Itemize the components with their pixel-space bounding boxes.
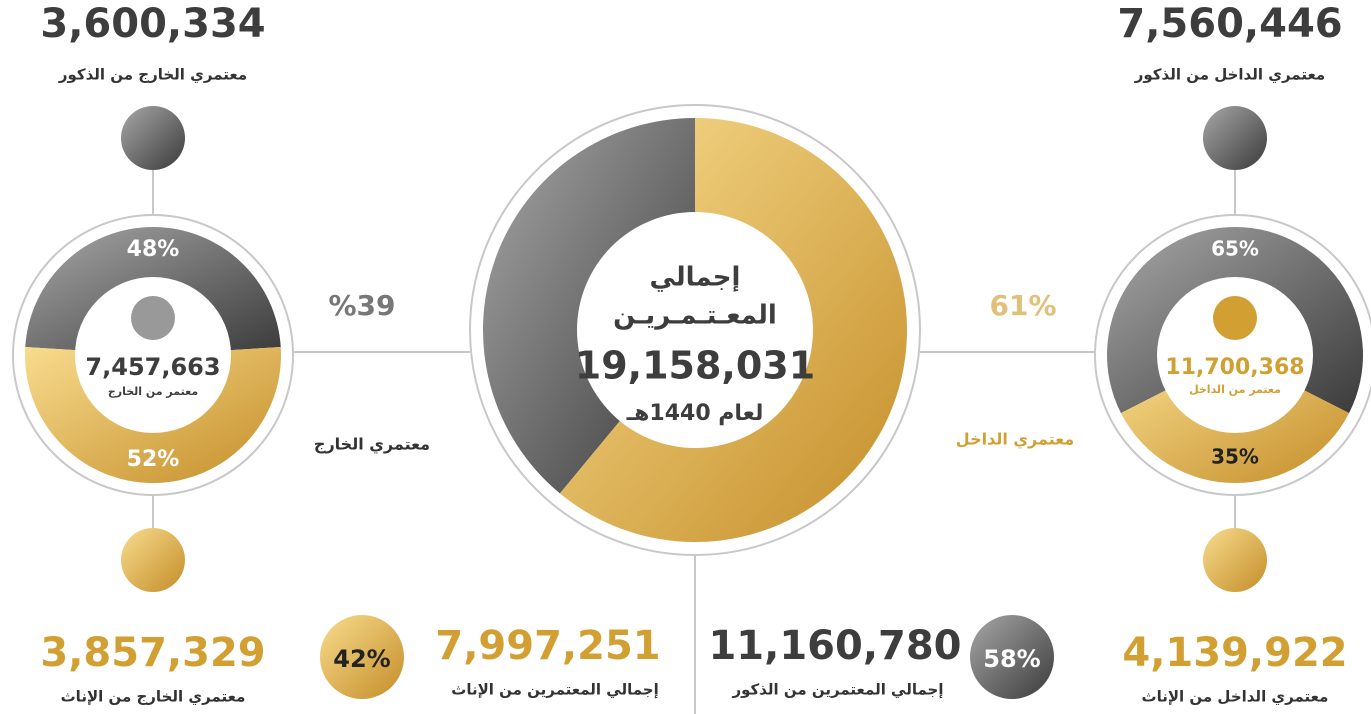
- pct: 35%: [1211, 445, 1259, 469]
- center-title: إجمالي: [650, 263, 741, 293]
- center-total: 19,158,031: [575, 344, 815, 388]
- female-badge: [320, 615, 404, 699]
- male-badge: [970, 615, 1054, 699]
- map-icon: [1213, 296, 1257, 340]
- donut-total: 11,700,368: [1165, 355, 1304, 380]
- donut-hole: [1157, 277, 1313, 433]
- pct: 42%: [333, 645, 390, 673]
- male-icon: [121, 106, 185, 170]
- female-icon: [1203, 528, 1267, 592]
- side-label: معتمري الداخل: [956, 430, 1074, 450]
- share: 61%: [989, 289, 1056, 322]
- globe-icon: [131, 296, 175, 340]
- caption: معتمري الداخل من الإناث: [1142, 688, 1329, 707]
- count: 3,600,334: [40, 1, 265, 47]
- share: %39: [328, 289, 395, 322]
- count: 11,160,780: [708, 623, 961, 669]
- caption: معتمري الخارج من الذكور: [58, 66, 247, 85]
- center-title: المعـتـمـريـن: [613, 301, 777, 331]
- female-icon: [121, 528, 185, 592]
- side-label: معتمري الخارج: [314, 435, 430, 455]
- male-icon: [1203, 106, 1267, 170]
- caption: إجمالي المعتمرين من الإناث: [451, 681, 659, 699]
- donut-caption: معتمر من الخارج: [108, 385, 198, 399]
- count: 3,857,329: [40, 630, 265, 676]
- donut-caption: معتمر من الداخل: [1189, 383, 1281, 396]
- center-year: لعام 1440هـ: [626, 401, 764, 426]
- donut-total: 7,457,663: [85, 353, 220, 381]
- count: 7,997,251: [435, 623, 660, 669]
- donut-hole: [75, 277, 231, 433]
- count: 4,139,922: [1122, 630, 1347, 676]
- caption: معتمري الخارج من الإناث: [61, 688, 246, 707]
- caption: إجمالي المعتمرين من الذكور: [731, 681, 943, 699]
- pct: 65%: [1211, 237, 1259, 261]
- count: 7,560,446: [1117, 1, 1342, 47]
- pct: 48%: [127, 237, 180, 262]
- donut-hole: [577, 212, 813, 448]
- pct: 52%: [127, 447, 180, 472]
- caption: معتمري الداخل من الذكور: [1134, 66, 1325, 85]
- pct: 58%: [983, 645, 1040, 673]
